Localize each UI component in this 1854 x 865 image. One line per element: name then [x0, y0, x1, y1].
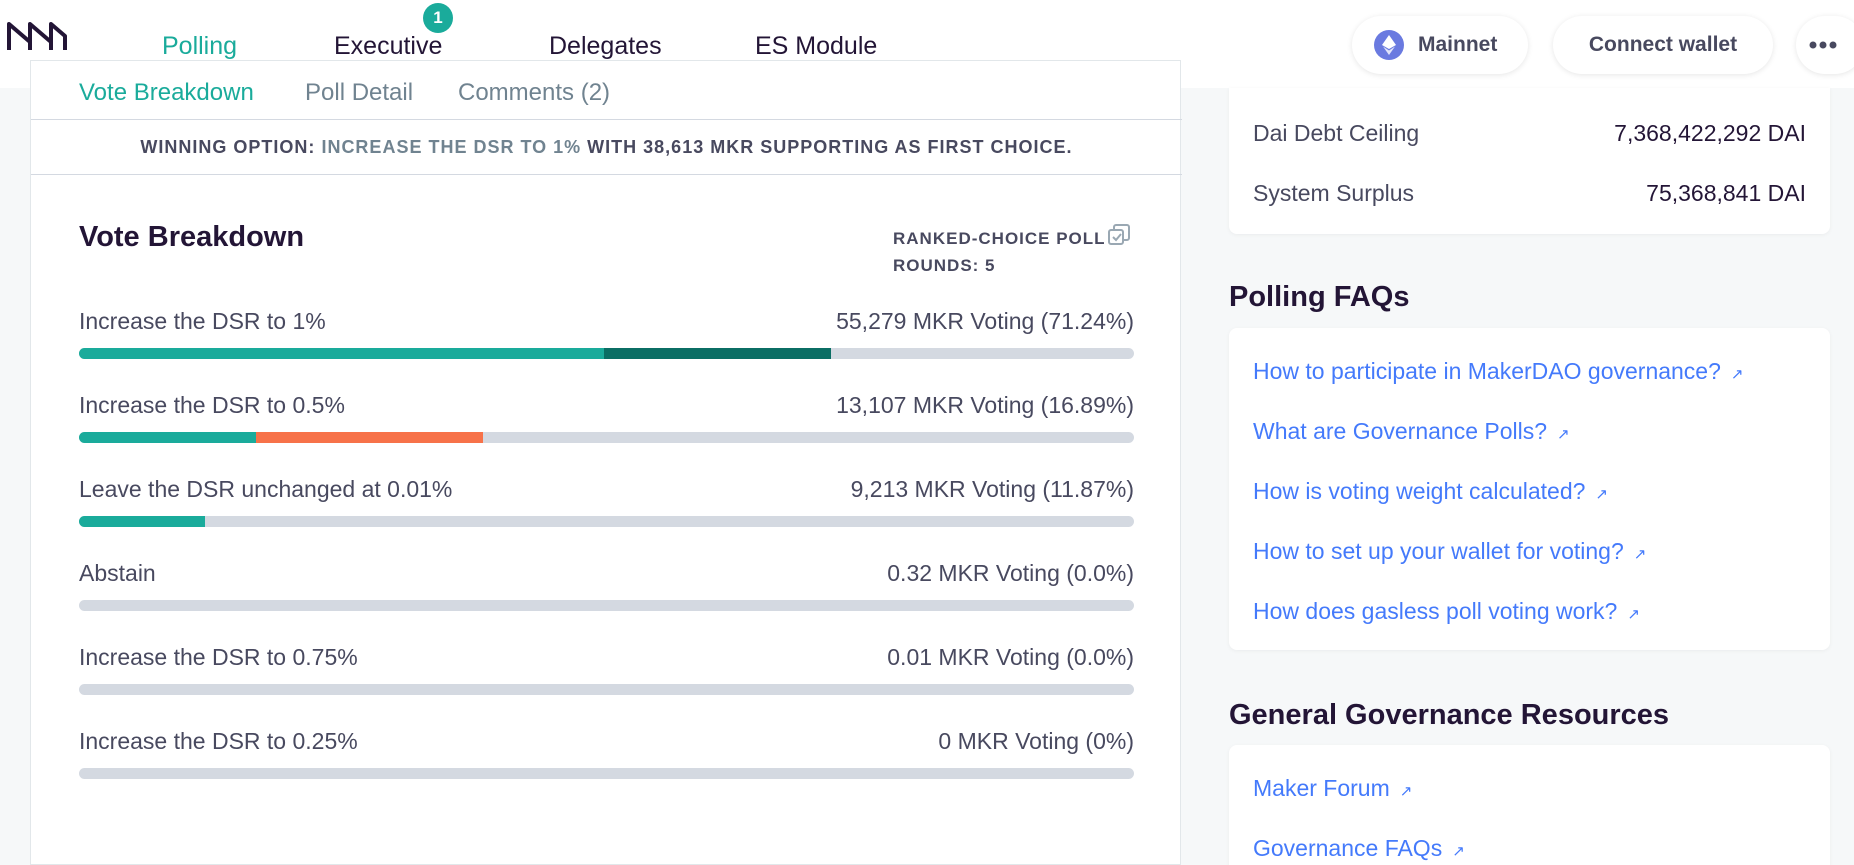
- option-bar: [79, 432, 1134, 443]
- faq-link[interactable]: How does gasless poll voting work? ↗: [1253, 598, 1640, 625]
- polling-faqs-card: How to participate in MakerDAO governanc…: [1229, 328, 1830, 650]
- option-bar: [79, 516, 1134, 527]
- winning-prefix: WINNING OPTION:: [140, 137, 316, 157]
- external-link-icon: ↗: [1399, 783, 1413, 800]
- resources-card: Maker Forum ↗ Governance FAQs ↗: [1229, 745, 1830, 865]
- faq-link[interactable]: How is voting weight calculated? ↗: [1253, 478, 1608, 505]
- option-label: Increase the DSR to 1%: [79, 308, 326, 334]
- faq-link-label: How does gasless poll voting work?: [1253, 598, 1618, 624]
- option-votes: 9,213 MKR Voting (11.87%): [850, 476, 1134, 502]
- copy-icon[interactable]: [1107, 223, 1131, 247]
- nav-delegates[interactable]: Delegates: [549, 32, 662, 60]
- ethereum-icon: [1374, 30, 1404, 60]
- bar-segment: [79, 348, 605, 359]
- maker-logo[interactable]: [6, 20, 68, 52]
- option-votes: 55,279 MKR Voting (71.24%): [836, 308, 1134, 334]
- stat-dai-debt-ceiling: Dai Debt Ceiling 7,368,422,292 DAI: [1253, 120, 1806, 147]
- external-link-icon: ↗: [1730, 366, 1744, 383]
- external-link-icon: ↗: [1595, 486, 1608, 503]
- winning-option: INCREASE THE DSR TO 1%: [321, 137, 582, 157]
- tab-comments[interactable]: Comments (2): [458, 79, 611, 106]
- faq-link[interactable]: How to set up your wallet for voting? ↗: [1253, 538, 1646, 565]
- faq-link[interactable]: What are Governance Polls? ↗: [1253, 418, 1570, 445]
- bar-segment: [256, 432, 484, 443]
- faq-link-label: How to set up your wallet for voting?: [1253, 538, 1624, 564]
- connect-wallet-button[interactable]: Connect wallet: [1553, 16, 1773, 74]
- poll-card: Vote Breakdown Poll Detail Comments (2) …: [30, 60, 1182, 865]
- option-votes: 0.32 MKR Voting (0.0%): [887, 560, 1134, 586]
- tab-poll-detail[interactable]: Poll Detail: [305, 79, 414, 106]
- vote-breakdown-title: Vote Breakdown: [79, 221, 305, 253]
- nav-es-module[interactable]: ES Module: [755, 32, 878, 60]
- external-link-icon: ↗: [1452, 843, 1465, 860]
- more-horizontal-icon: [1809, 41, 1837, 49]
- external-link-icon: ↗: [1627, 606, 1640, 623]
- stat-label: System Surplus: [1253, 180, 1415, 206]
- faq-link[interactable]: How to participate in MakerDAO governanc…: [1253, 358, 1743, 385]
- option-votes: 0.01 MKR Voting (0.0%): [887, 644, 1134, 670]
- external-link-icon: ↗: [1633, 546, 1647, 563]
- tab-divider: [31, 119, 1182, 120]
- winning-option-banner: WINNING OPTION: INCREASE THE DSR TO 1% W…: [31, 120, 1182, 175]
- option-bar: [79, 600, 1134, 611]
- resources-title: General Governance Resources: [1229, 699, 1670, 731]
- winning-suffix: WITH 38,613 MKR SUPPORTING AS FIRST CHOI…: [587, 137, 1073, 157]
- executive-badge: 1: [423, 3, 453, 33]
- option-bar: [79, 768, 1134, 779]
- system-stats-card: Dai Debt Ceiling 7,368,422,292 DAI Syste…: [1229, 88, 1830, 234]
- option-label: Increase the DSR to 0.75%: [79, 644, 358, 670]
- option-votes: 13,107 MKR Voting (16.89%): [836, 392, 1134, 418]
- poll-type-info: RANKED-CHOICE POLL ROUNDS: 5: [893, 225, 1106, 279]
- option-label: Increase the DSR to 0.5%: [79, 392, 345, 418]
- option-label: Increase the DSR to 0.25%: [79, 728, 358, 754]
- stat-label: Dai Debt Ceiling: [1253, 120, 1420, 146]
- resource-link[interactable]: Governance FAQs ↗: [1253, 835, 1465, 862]
- faq-link-label: What are Governance Polls?: [1253, 418, 1548, 444]
- option-bar: [79, 684, 1134, 695]
- poll-type: RANKED-CHOICE POLL: [893, 229, 1106, 248]
- more-menu-button[interactable]: [1796, 16, 1854, 74]
- resource-link-label: Maker Forum: [1253, 775, 1390, 801]
- faq-link-label: How is voting weight calculated?: [1253, 478, 1586, 504]
- option-label: Abstain: [79, 560, 156, 586]
- resource-link[interactable]: Maker Forum ↗: [1253, 775, 1412, 802]
- tab-vote-breakdown[interactable]: Vote Breakdown: [79, 79, 254, 106]
- option-bar: [79, 348, 1134, 359]
- bar-segment: [79, 432, 257, 443]
- option-votes: 0 MKR Voting (0%): [938, 728, 1134, 754]
- bar-segment: [79, 516, 205, 527]
- nav-polling[interactable]: Polling: [162, 32, 238, 60]
- external-link-icon: ↗: [1557, 426, 1570, 443]
- faq-link-label: How to participate in MakerDAO governanc…: [1253, 358, 1721, 384]
- resource-link-label: Governance FAQs: [1253, 835, 1443, 861]
- rounds: ROUNDS: 5: [893, 256, 996, 275]
- bar-segment: [604, 348, 832, 359]
- network-label: Mainnet: [1418, 33, 1498, 56]
- stat-value: 75,368,841 DAI: [1646, 180, 1806, 206]
- stat-value: 7,368,422,292 DAI: [1614, 120, 1806, 146]
- nav-executive[interactable]: Executive: [334, 32, 443, 60]
- polling-faqs-title: Polling FAQs: [1229, 281, 1410, 313]
- stat-system-surplus: System Surplus 75,368,841 DAI: [1253, 180, 1806, 207]
- option-label: Leave the DSR unchanged at 0.01%: [79, 476, 453, 502]
- network-button[interactable]: Mainnet: [1352, 16, 1528, 74]
